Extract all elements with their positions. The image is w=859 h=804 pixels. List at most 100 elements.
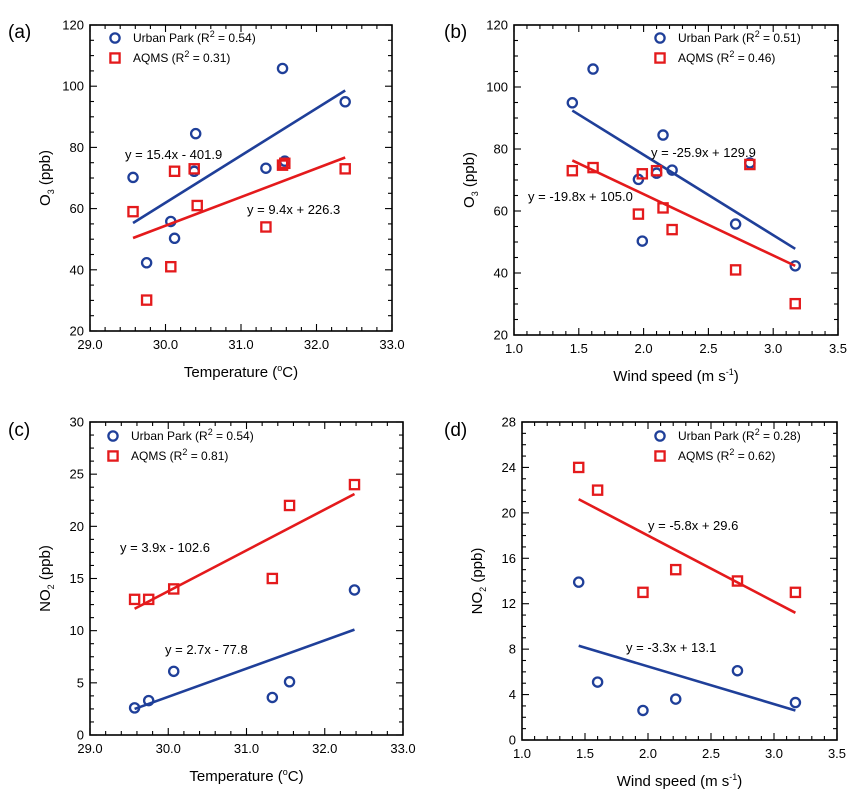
fit-line [132,156,346,240]
fit-line [571,109,796,250]
x-tick-label: 2.5 [702,746,720,761]
regression-equation: y = -5.8x + 29.6 [648,518,738,533]
y-axis-label: O3 (ppb) [37,150,56,206]
data-point [666,164,678,176]
regression-equation: y = 3.9x - 102.6 [120,540,210,555]
x-axis-label: Temperature (oC) [184,363,298,381]
data-point [789,260,801,272]
series-aqms [127,156,351,306]
data-point [276,62,289,75]
legend-marker [654,450,666,462]
data-point [168,165,181,178]
y-tick-label: 60 [70,201,84,216]
data-point [142,593,155,606]
data-point [348,584,361,596]
y-tick-label: 10 [70,623,84,638]
y-tick-label: 100 [486,80,508,95]
legend-marker [654,32,666,44]
legend-marker [109,32,121,44]
panel-label: (c) [8,420,30,441]
data-point [339,96,351,108]
data-point [731,575,744,587]
y-tick-label: 60 [494,204,508,219]
data-point [731,664,744,677]
y-tick-label: 28 [502,415,516,430]
panel-c: 29.0 30.0 31.0 32.0 33.0 0 5 10 15 20 25 30 Temperat… [8,415,416,786]
data-point [566,97,579,109]
legend-marker [654,430,666,442]
data-point [128,593,141,606]
y-tick-label: 20 [494,328,508,343]
data-point [729,264,742,276]
legend-marker [654,52,666,64]
regression-equation: y = -25.9x + 129.9 [651,145,756,160]
y-tick-label: 40 [70,262,84,277]
data-point [127,171,139,184]
fit-line [132,89,346,225]
data-point [789,297,801,310]
y-tick-label: 25 [70,467,84,482]
y-tick-label: 4 [509,687,516,702]
data-point [127,205,139,218]
data-point [657,129,669,141]
panel-label: (d) [444,420,467,441]
plot-frame [513,24,839,336]
y-tick-label: 16 [502,551,516,566]
data-point [637,586,649,599]
legend-marker [109,52,121,64]
y-tick-label: 20 [70,324,84,339]
data-point [142,694,155,707]
x-tick-label: 31.0 [228,337,253,352]
data-point [637,704,649,717]
data-point [650,164,663,177]
legend-marker [107,430,119,442]
legend-label: Urban Park (R2 = 0.28) [678,427,801,443]
plot-frame [521,421,838,741]
x-tick-label: 1.5 [576,746,594,761]
legend-marker [107,450,119,462]
y-tick-label: 80 [70,140,84,155]
y-tick-label: 40 [494,266,508,281]
data-point [591,676,604,688]
data-point [188,163,200,175]
data-point [789,586,802,599]
y-tick-label: 80 [494,142,508,157]
regression-equation: y = 9.4x + 226.3 [247,202,340,217]
data-point [266,691,279,704]
legend-label: AQMS (R2 = 0.81) [131,447,228,463]
legend-label: AQMS (R2 = 0.31) [133,49,230,65]
data-point [348,478,361,491]
series-aqms [128,478,361,610]
x-tick-label: 3.5 [829,341,847,356]
x-tick-label: 1.5 [570,341,588,356]
fit-line [134,492,356,610]
x-tick-label: 32.0 [312,741,337,756]
x-tick-label: 33.0 [390,741,415,756]
x-tick-label: 2.5 [699,341,717,356]
y-tick-label: 20 [70,519,84,534]
y-tick-label: 0 [509,733,516,748]
series-urban-park [566,63,801,272]
x-tick-label: 1.0 [505,341,523,356]
data-point [744,158,756,171]
data-point [283,499,296,512]
y-axis-label: O3 (ppb) [461,152,480,208]
x-tick-label: 33.0 [379,337,404,352]
panel-d: 1.0 1.5 2.0 2.5 3.0 3.5 0 4 8 12 16 20 24 28 Wind spee… [444,415,846,791]
x-tick-label: 31.0 [234,741,259,756]
data-point [636,168,649,180]
y-tick-label: 12 [502,596,516,611]
x-tick-label: 2.0 [639,746,657,761]
x-tick-label: 30.0 [153,337,178,352]
y-tick-label: 8 [509,642,516,657]
x-tick-label: 29.0 [77,741,102,756]
data-point [191,199,203,212]
x-tick-label: 30.0 [156,741,181,756]
data-point [666,223,678,236]
data-point [591,484,604,496]
y-tick-label: 100 [62,79,84,94]
data-point [128,702,141,714]
regression-equation: y = -19.8x + 105.0 [528,189,633,204]
legend-label: AQMS (R2 = 0.46) [678,49,775,65]
